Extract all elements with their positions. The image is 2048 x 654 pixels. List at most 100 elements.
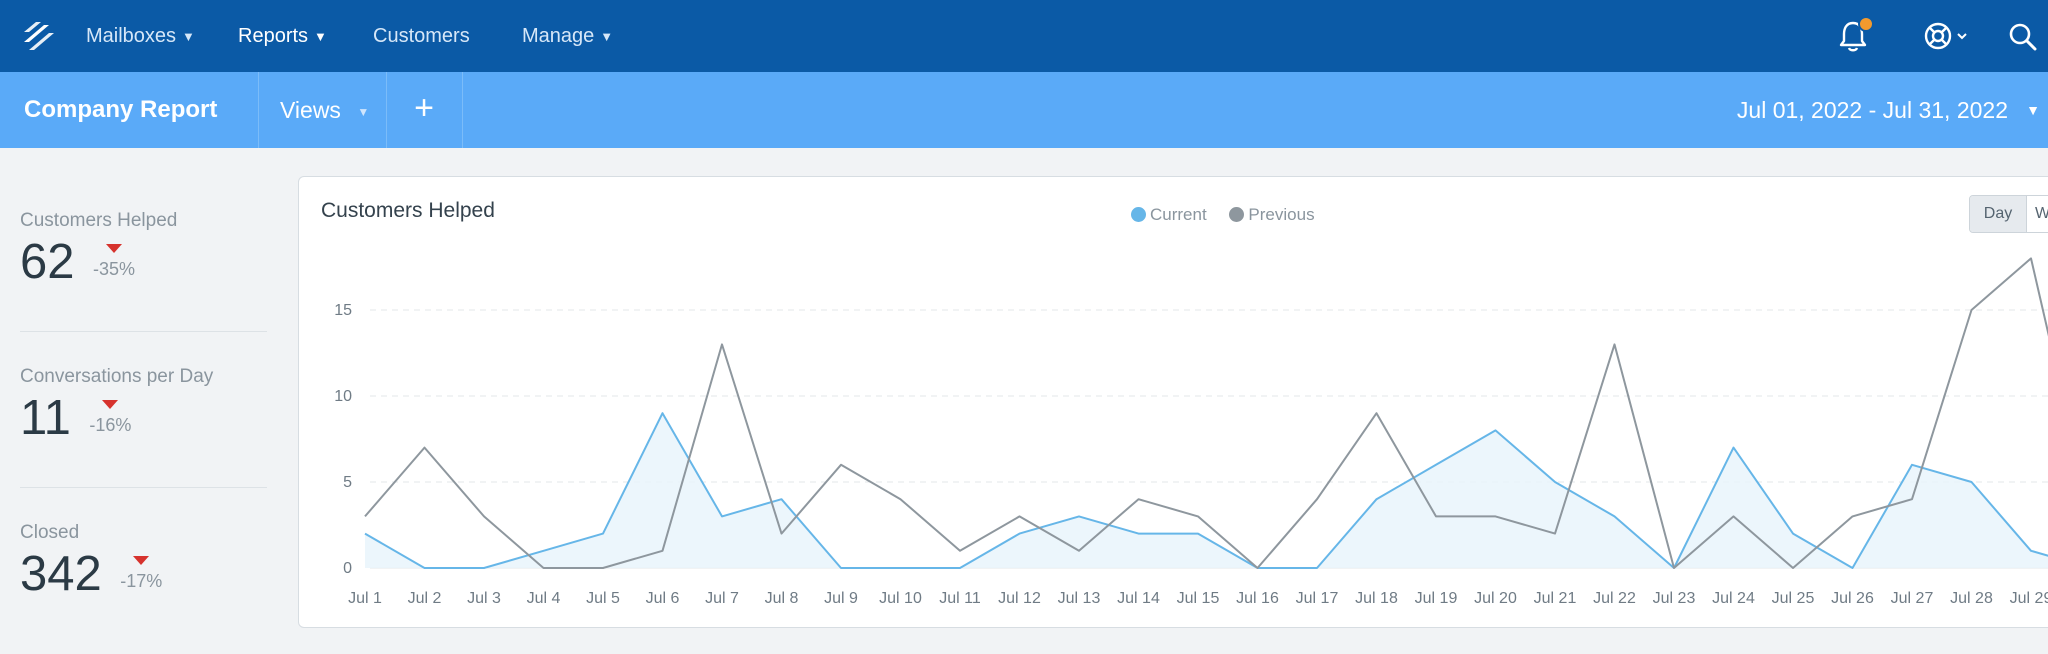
- legend-item-previous[interactable]: Previous: [1229, 205, 1315, 225]
- x-tick-label: Jul 9: [824, 590, 858, 607]
- data-point-previous[interactable]: [1612, 342, 1617, 347]
- stat-delta: -35%: [93, 244, 135, 280]
- data-point-current[interactable]: [541, 548, 546, 553]
- views-dropdown[interactable]: Views ▼: [258, 72, 386, 148]
- data-point-current[interactable]: [1910, 462, 1915, 467]
- logo-icon[interactable]: [20, 18, 56, 54]
- data-point-current[interactable]: [1731, 445, 1736, 450]
- legend-swatch: [1131, 207, 1146, 222]
- legend-label: Previous: [1248, 205, 1315, 224]
- stat-delta: -17%: [120, 556, 162, 592]
- date-range-picker[interactable]: Jul 01, 2022 - Jul 31, 2022: [1736, 97, 2008, 123]
- chevron-down-icon: ▼: [182, 28, 195, 44]
- data-point-current[interactable]: [898, 566, 903, 571]
- x-tick-label: Jul 17: [1296, 590, 1339, 607]
- data-point-previous[interactable]: [2029, 256, 2034, 261]
- stat-closed[interactable]: Closed 342 -17%: [20, 522, 265, 602]
- data-point-previous[interactable]: [1791, 566, 1796, 571]
- x-tick-label: Jul 6: [646, 590, 680, 607]
- search-icon[interactable]: [2006, 18, 2040, 54]
- data-point-current[interactable]: [1434, 462, 1439, 467]
- x-tick-label: Jul 1: [348, 590, 382, 607]
- chart-title: Customers Helped: [321, 199, 495, 222]
- stat-delta: -16%: [89, 400, 131, 436]
- data-point-current[interactable]: [1493, 428, 1498, 433]
- data-point-current[interactable]: [422, 566, 427, 571]
- data-point-current[interactable]: [2029, 548, 2034, 553]
- data-point-previous[interactable]: [1077, 548, 1082, 553]
- data-point-previous[interactable]: [1196, 514, 1201, 519]
- stat-delta-text: -35%: [92, 259, 135, 279]
- help-lifebuoy-icon[interactable]: [1920, 18, 1970, 54]
- legend-swatch: [1229, 207, 1245, 222]
- data-point-previous[interactable]: [1434, 514, 1439, 519]
- data-point-previous[interactable]: [1969, 308, 1974, 313]
- data-point-current[interactable]: [1315, 566, 1320, 571]
- data-point-previous[interactable]: [1374, 411, 1379, 416]
- stat-label: Closed: [20, 522, 80, 543]
- data-point-previous[interactable]: [1255, 566, 1260, 571]
- data-point-current[interactable]: [720, 514, 725, 519]
- x-tick-label: Jul 15: [1177, 590, 1220, 607]
- data-point-previous[interactable]: [779, 531, 784, 536]
- data-point-previous[interactable]: [1315, 497, 1320, 502]
- data-point-current[interactable]: [1196, 531, 1201, 536]
- series-line-previous[interactable]: [364, 257, 2048, 569]
- x-tick-label: Jul 23: [1653, 590, 1696, 607]
- data-point-previous[interactable]: [482, 514, 487, 519]
- data-point-current[interactable]: [1553, 480, 1558, 485]
- data-point-previous[interactable]: [660, 548, 665, 553]
- data-point-previous[interactable]: [1553, 531, 1558, 536]
- legend-label: Current: [1150, 205, 1207, 224]
- data-point-previous[interactable]: [1910, 497, 1915, 502]
- trend-down-icon: [105, 244, 122, 253]
- divider: [20, 487, 267, 488]
- data-point-current[interactable]: [779, 497, 784, 502]
- x-tick-label: Jul 16: [1236, 590, 1279, 607]
- data-point-previous[interactable]: [720, 342, 725, 347]
- data-point-previous[interactable]: [898, 497, 903, 502]
- data-point-previous[interactable]: [1672, 566, 1677, 571]
- data-point-current[interactable]: [1374, 497, 1379, 502]
- stat-conversations-per-day[interactable]: Conversations per Day 11 -16%: [20, 366, 265, 446]
- data-point-current[interactable]: [1017, 531, 1022, 536]
- legend-item-current[interactable]: Current: [1131, 205, 1207, 225]
- data-point-current[interactable]: [1850, 566, 1855, 571]
- data-point-current[interactable]: [482, 566, 487, 571]
- data-point-previous[interactable]: [541, 566, 546, 571]
- data-point-previous[interactable]: [363, 514, 368, 519]
- nav-reports[interactable]: Reports ▼: [238, 0, 327, 72]
- chevron-down-icon[interactable]: ▼: [2026, 102, 2040, 118]
- nav-mailboxes[interactable]: Mailboxes ▼: [86, 0, 195, 72]
- data-point-previous[interactable]: [1017, 514, 1022, 519]
- data-point-current[interactable]: [839, 566, 844, 571]
- divider: [462, 72, 463, 148]
- data-point-current[interactable]: [660, 411, 665, 416]
- data-point-current[interactable]: [1136, 531, 1141, 536]
- data-point-previous[interactable]: [1136, 497, 1141, 502]
- toggle-week-button[interactable]: W: [2027, 196, 2048, 232]
- data-point-previous[interactable]: [601, 566, 606, 571]
- stat-customers-helped[interactable]: Customers Helped 62 -35%: [20, 210, 265, 290]
- data-point-current[interactable]: [601, 531, 606, 536]
- data-point-previous[interactable]: [1850, 514, 1855, 519]
- nav-manage[interactable]: Manage ▼: [522, 0, 613, 72]
- add-view-button[interactable]: +: [414, 89, 434, 127]
- data-point-current[interactable]: [1791, 531, 1796, 536]
- data-point-previous[interactable]: [958, 548, 963, 553]
- nav-reports-label: Reports: [238, 25, 309, 47]
- data-point-previous[interactable]: [1493, 514, 1498, 519]
- nav-customers[interactable]: Customers: [373, 0, 470, 72]
- notification-dot: [1858, 16, 1874, 32]
- data-point-current[interactable]: [1077, 514, 1082, 519]
- toggle-day-button[interactable]: Day: [1970, 196, 2027, 232]
- data-point-current[interactable]: [1969, 480, 1974, 485]
- data-point-previous[interactable]: [839, 462, 844, 467]
- data-point-current[interactable]: [363, 531, 368, 536]
- series-line-current[interactable]: [364, 412, 2048, 569]
- data-point-current[interactable]: [1612, 514, 1617, 519]
- x-tick-label: Jul 10: [879, 590, 922, 607]
- data-point-previous[interactable]: [1731, 514, 1736, 519]
- data-point-current[interactable]: [958, 566, 963, 571]
- data-point-previous[interactable]: [422, 445, 427, 450]
